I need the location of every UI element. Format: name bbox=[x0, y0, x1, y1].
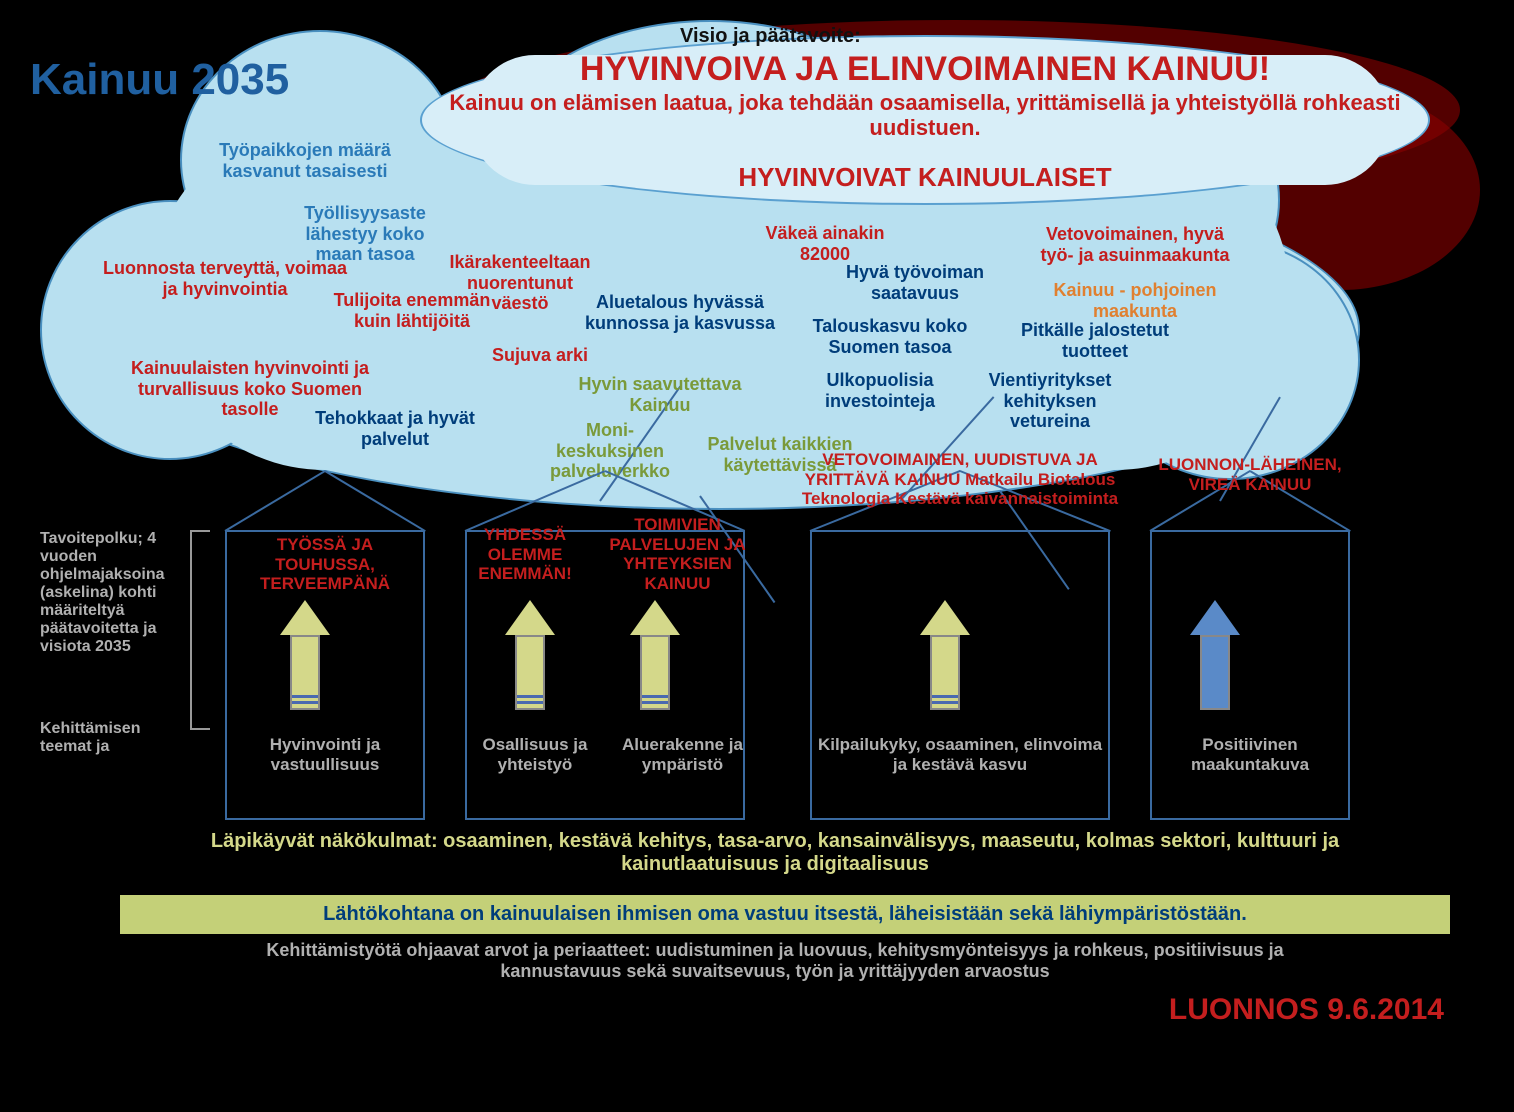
cloud-bubble-text: Talouskasvu koko Suomen tasoa bbox=[800, 316, 980, 357]
cloud-bubble-text: Kainuu - pohjoinen maakunta bbox=[1040, 280, 1230, 321]
wellbeing-title: HYVINVOIVAT KAINUULAISET bbox=[400, 163, 1450, 193]
side-label-path: Tavoitepolku; 4 vuoden ohjelmajaksoina (… bbox=[40, 530, 185, 656]
side-label-themes: Kehittämisen teemat ja bbox=[40, 720, 185, 756]
cloud-bubble-text: Väkeä ainakin 82000 bbox=[750, 223, 900, 264]
page-title: Kainuu 2035 bbox=[30, 55, 289, 106]
arrow-up-icon bbox=[1190, 610, 1240, 710]
house-theme: Hyvinvointi ja vastuullisuus bbox=[225, 735, 425, 774]
house-roof-line bbox=[224, 470, 325, 532]
bracket-shape bbox=[190, 530, 210, 730]
house-theme: Kilpailukyky, osaaminen, elinvoima ja ke… bbox=[810, 735, 1110, 774]
arrow-up-icon bbox=[280, 610, 330, 710]
cloud-bubble-text: Vientiyritykset kehityksen vetureina bbox=[970, 370, 1130, 432]
cloud-bubble-text: Sujuva arki bbox=[480, 345, 600, 366]
draft-label: LUONNOS 9.6.2014 bbox=[1169, 993, 1444, 1027]
cloud-bubble-text: Ulkopuolisia investointeja bbox=[800, 370, 960, 411]
cloud-bubble-text: Työllisyysaste lähestyy koko maan tasoa bbox=[280, 203, 450, 265]
cloud-bubble-text: Aluetalous hyvässä kunnossa ja kasvussa bbox=[580, 292, 780, 333]
vision-subtitle: Kainuu on elämisen laatua, joka tehdään … bbox=[400, 90, 1450, 141]
house-goal: TYÖSSÄ JA TOUHUSSA, TERVEEMPÄNÄ bbox=[225, 535, 425, 594]
cloud-bubble-text: Vetovoimainen, hyvä työ- ja asuinmaakunt… bbox=[1030, 224, 1240, 265]
baseline-statement: Lähtökohtana on kainuulaisen ihmisen oma… bbox=[120, 895, 1450, 934]
cloud-bubble-text: Pitkälle jalostetut tuotteet bbox=[1000, 320, 1190, 361]
house-goal: LUONNON-LÄHEINEN, VIREÄ KAINUU bbox=[1150, 455, 1350, 494]
cloud-bubble-text: Työpaikkojen määrä kasvanut tasaisesti bbox=[215, 140, 395, 181]
arrow-up-icon bbox=[920, 610, 970, 710]
arrow-up-icon bbox=[630, 610, 680, 710]
vision-main: HYVINVOIVA JA ELINVOIMAINEN KAINUU! bbox=[400, 50, 1450, 89]
house-goal: TOIMIVIEN PALVELUJEN JA YHTEYKSIEN KAINU… bbox=[600, 515, 755, 593]
house-theme: Aluerakenne ja ympäristö bbox=[610, 735, 755, 774]
cloud-bubble-text: Hyvin saavutettava Kainuu bbox=[560, 374, 760, 415]
crosscutting-perspectives: Läpikäyvät näkökulmat: osaaminen, kestäv… bbox=[210, 830, 1340, 876]
cloud-bubble-text: Hyvä työvoiman saatavuus bbox=[830, 262, 1000, 303]
values-principles: Kehittämistyötä ohjaavat arvot ja periaa… bbox=[210, 940, 1340, 982]
arrow-up-icon bbox=[505, 610, 555, 710]
house-box bbox=[1150, 530, 1350, 820]
house-theme: Osallisuus ja yhteistyö bbox=[465, 735, 605, 774]
house-theme: Positiivinen maakuntakuva bbox=[1150, 735, 1350, 774]
cloud-bubble-text: Luonnosta terveyttä, voimaa ja hyvinvoin… bbox=[100, 258, 350, 299]
cloud-bubble-text: Tehokkaat ja hyvät palvelut bbox=[300, 408, 490, 449]
house-goal: VETOVOIMAINEN, UUDISTUVA JA YRITTÄVÄ KAI… bbox=[800, 450, 1120, 509]
vision-label: Visio ja päätavoite: bbox=[680, 25, 861, 48]
cloud-bubble-text: Ikärakenteeltaan nuorentunut väestö bbox=[440, 252, 600, 314]
house-goal: YHDESSÄ OLEMME ENEMMÄN! bbox=[460, 525, 590, 584]
